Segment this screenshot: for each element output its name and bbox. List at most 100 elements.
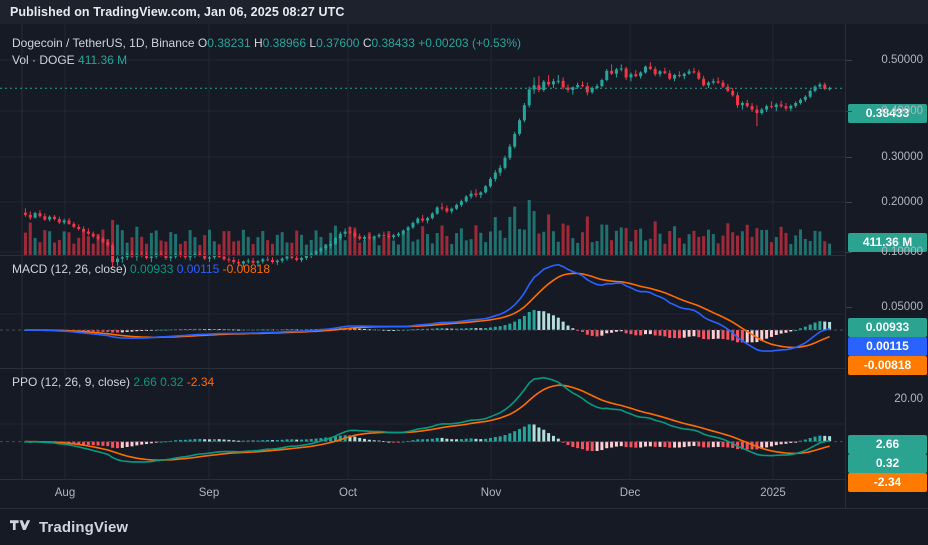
candle-body bbox=[498, 167, 502, 173]
volume-bar bbox=[784, 232, 788, 255]
time-axis-tick: Sep bbox=[198, 487, 220, 499]
macd-histogram-bar bbox=[614, 330, 618, 332]
macd-histogram-bar bbox=[232, 329, 236, 331]
candle-body bbox=[86, 231, 90, 234]
ppo-histogram-bar bbox=[145, 441, 149, 445]
volume-bar bbox=[106, 239, 110, 255]
tradingview-brand: TradingView bbox=[39, 518, 129, 536]
ppo-histogram-bar bbox=[232, 440, 236, 442]
ppo-histogram-bar bbox=[682, 441, 686, 448]
ppo-histogram-bar bbox=[784, 441, 788, 444]
candle-body bbox=[488, 178, 492, 187]
time-axis[interactable]: Aug Sep Oct Nov Dec 2025 bbox=[0, 479, 845, 509]
macd-histogram-bar bbox=[503, 325, 507, 330]
candle-body bbox=[518, 120, 522, 134]
candle-body bbox=[455, 204, 459, 209]
macd-histogram-bar bbox=[198, 328, 202, 330]
macd-histogram-bar bbox=[634, 330, 638, 336]
candle-body bbox=[387, 235, 391, 238]
candle-body bbox=[629, 74, 633, 78]
candle-body bbox=[295, 257, 299, 260]
ppo-histogram-bar bbox=[658, 441, 662, 447]
volume-bar bbox=[537, 233, 541, 255]
volume-legend: Vol · DOGE 411.36 M bbox=[12, 53, 127, 68]
volume-bar bbox=[77, 237, 81, 255]
plot-area[interactable] bbox=[0, 24, 845, 508]
volume-bar bbox=[697, 236, 701, 255]
volume-bar bbox=[614, 230, 618, 255]
volume-bar bbox=[813, 230, 817, 255]
ppo-histogram-bar bbox=[392, 441, 396, 443]
candle-body bbox=[808, 90, 812, 97]
tradingview-logo[interactable]: TradingView bbox=[0, 519, 128, 536]
ppo-histogram-bar bbox=[237, 440, 241, 442]
volume-bar bbox=[823, 241, 827, 255]
volume-bar bbox=[663, 243, 667, 255]
macd-histogram-bar bbox=[459, 328, 463, 330]
ppo-histogram-bar bbox=[198, 438, 202, 442]
ppo-histogram-bar bbox=[803, 439, 807, 442]
volume-bar bbox=[212, 241, 216, 255]
volume-bar bbox=[222, 231, 226, 255]
candle-body bbox=[159, 253, 163, 256]
chart-canvas[interactable] bbox=[0, 24, 845, 479]
ppo-histogram-bar bbox=[251, 440, 255, 442]
macd-histogram-bar bbox=[82, 330, 86, 332]
candle-body bbox=[653, 68, 657, 75]
macd-histogram-bar bbox=[760, 330, 764, 341]
volume-bar bbox=[57, 240, 61, 255]
macd-histogram-bar bbox=[522, 315, 526, 330]
ppo-histogram-bar bbox=[624, 441, 628, 448]
ppo-histogram-bar bbox=[125, 441, 129, 448]
macd-histogram-bar bbox=[731, 330, 735, 341]
ppo-histogram-bar bbox=[445, 438, 449, 442]
macd-histogram-bar bbox=[808, 324, 812, 330]
macd-histogram-bar bbox=[285, 329, 289, 331]
ppo-histogram-bar bbox=[159, 441, 163, 443]
macd-histogram-bar bbox=[711, 330, 715, 339]
macd-histogram-bar bbox=[208, 329, 212, 331]
ppo-histogram-bar bbox=[188, 439, 192, 442]
ppo-histogram-bar bbox=[605, 441, 609, 449]
candle-body bbox=[120, 257, 124, 259]
candle-body bbox=[440, 207, 444, 209]
ppo-histogram-bar bbox=[86, 441, 90, 445]
macd-histogram-bar bbox=[673, 330, 677, 339]
candle-body bbox=[624, 68, 628, 78]
ppo-histogram-bar bbox=[513, 431, 517, 442]
volume-label[interactable]: Vol · DOGE bbox=[12, 53, 75, 67]
macd-histogram-bar bbox=[455, 328, 459, 330]
ppo-signal-legend-value: -2.34 bbox=[186, 375, 215, 389]
ppo-label[interactable]: PPO (12, 26, 9, close) bbox=[12, 375, 131, 389]
ppo-hist-badge: -2.34 bbox=[848, 473, 927, 492]
candle-body bbox=[566, 87, 570, 91]
macd-histogram-bar bbox=[595, 330, 599, 337]
macd-histogram-bar bbox=[290, 329, 294, 331]
volume-bar bbox=[145, 243, 149, 255]
macd-signal-legend-value: -0.00818 bbox=[222, 262, 270, 276]
candle-body bbox=[314, 251, 318, 254]
macd-histogram-bar bbox=[241, 329, 245, 331]
volume-bar bbox=[358, 242, 362, 255]
price-axis[interactable]: 0.38433 411.36 M 0.00933 0.00115 -0.0081… bbox=[845, 24, 928, 508]
macd-label[interactable]: MACD (12, 26, close) bbox=[12, 262, 127, 276]
open-label: O bbox=[197, 36, 208, 50]
candle-body bbox=[803, 96, 807, 100]
ppo-histogram-bar bbox=[140, 441, 144, 445]
macd-histogram-bar bbox=[469, 328, 473, 330]
candle-body bbox=[663, 71, 667, 74]
volume-bar bbox=[595, 241, 599, 255]
symbol-label[interactable]: Dogecoin / TetherUS, 1D, Binance bbox=[12, 36, 195, 50]
volume-bar bbox=[120, 230, 124, 255]
macd-histogram-bar bbox=[643, 330, 647, 335]
candle-body bbox=[692, 71, 696, 73]
volume-bar bbox=[498, 230, 502, 255]
macd-histogram-bar bbox=[159, 329, 163, 331]
ppo-histogram-bar bbox=[411, 440, 415, 442]
macd-histogram-bar bbox=[91, 330, 95, 332]
candle-body bbox=[784, 106, 788, 109]
volume-bar bbox=[363, 240, 367, 255]
close-label: C bbox=[362, 36, 372, 50]
volume-bar bbox=[372, 237, 376, 255]
